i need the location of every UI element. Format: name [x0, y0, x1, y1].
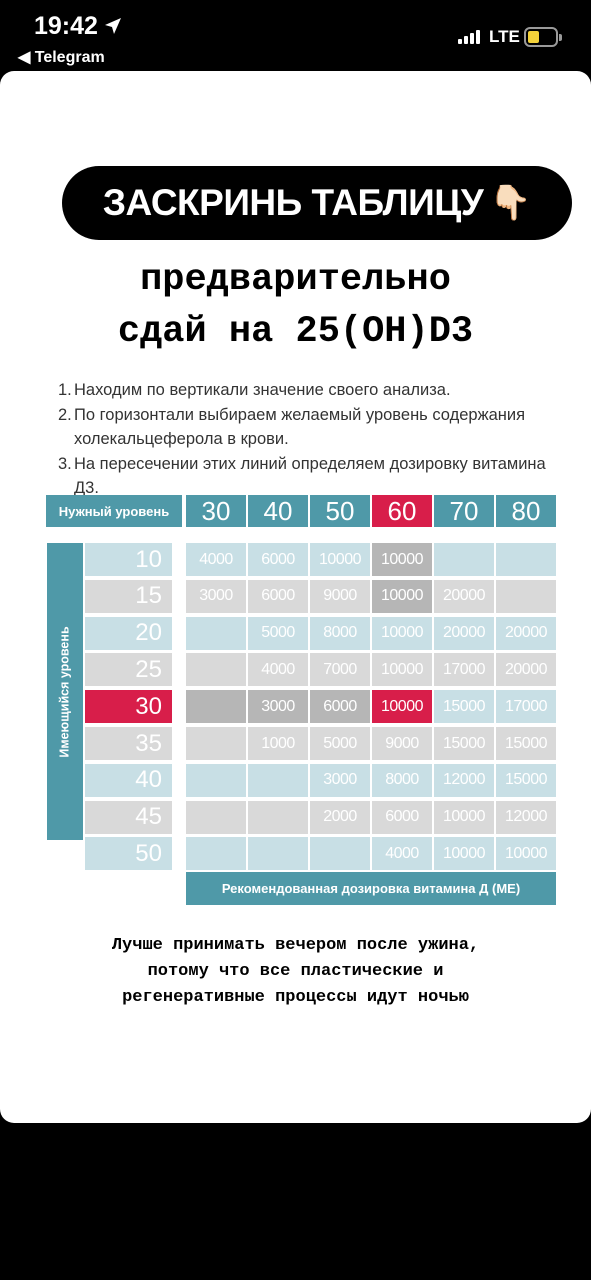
dosage-cell: 2000: [310, 800, 370, 834]
dosage-cell: 10000: [372, 690, 432, 724]
dosage-cell: 4000: [186, 543, 246, 576]
status-bar: 19:42 ◀ Telegram LTE: [0, 0, 591, 72]
pill-text: ЗАСКРИНЬ ТАБЛИЦУ: [102, 182, 484, 223]
network-type: LTE: [489, 27, 520, 46]
dosage-cell: [496, 543, 556, 576]
dosage-cell: 8000: [310, 616, 370, 650]
dosage-cell: [248, 837, 308, 871]
title-line-2: сдай на 25(OH)D3: [117, 311, 474, 353]
dosage-cell: 6000: [248, 543, 308, 576]
recommended-dosage-footer: Рекомендованная дозировка витамина Д (МЕ…: [186, 872, 556, 905]
dosage-cell: 10000: [434, 837, 494, 871]
dosage-cell: 10000: [310, 543, 370, 576]
row-label-50: 50: [85, 837, 172, 871]
dosage-cell: [186, 837, 246, 871]
pointing-down-hand-icon: 👇🏻: [489, 184, 532, 222]
dosage-cell: 10000: [372, 579, 432, 613]
column-header-70: 70: [434, 495, 494, 527]
column-header-80: 80: [496, 495, 556, 527]
desired-level-header: Нужный уровень: [46, 495, 182, 527]
cellular-signal-icon: [458, 30, 482, 44]
battery-icon: [524, 27, 562, 47]
dosage-cell: 15000: [496, 763, 556, 797]
dosage-cell: 15000: [434, 690, 494, 724]
column-header-50: 50: [310, 495, 370, 527]
dosage-cell: 1000: [248, 727, 308, 760]
dosage-cell: 20000: [434, 616, 494, 650]
dosage-cell: 6000: [248, 579, 308, 613]
dosage-cell: [434, 543, 494, 576]
dosage-cell: 4000: [372, 837, 432, 871]
instruction-item: 1. Находим по вертикали значение своего …: [58, 381, 451, 399]
dosage-cell: 10000: [372, 543, 432, 576]
dosage-cell: 15000: [434, 727, 494, 760]
dosage-cell: 12000: [496, 800, 556, 834]
advice-line: регенеративные процессы идут ночью: [122, 988, 469, 1007]
dosage-cell: [248, 763, 308, 797]
dosage-cell: 6000: [372, 800, 432, 834]
dosage-cell: [248, 800, 308, 834]
back-to-telegram-link[interactable]: ◀ Telegram: [18, 49, 105, 66]
instruction-item: 3. На пересечении этих линий определяем …: [58, 454, 546, 498]
row-label-20: 20: [85, 616, 172, 650]
dosage-cell: 6000: [310, 690, 370, 724]
title-line-1: предварительно: [140, 259, 451, 301]
dosage-cell: 9000: [310, 579, 370, 613]
column-header-60: 60: [372, 495, 432, 527]
dosage-cell: [186, 616, 246, 650]
dosage-cell: 12000: [434, 763, 494, 797]
dosage-cell: [310, 837, 370, 871]
row-label-25: 25: [85, 653, 172, 687]
dosage-cell: 3000: [186, 579, 246, 613]
column-header-40: 40: [248, 495, 308, 527]
status-time: 19:42: [34, 12, 98, 40]
dosage-cell: 4000: [248, 653, 308, 687]
dosage-cell: 20000: [434, 579, 494, 613]
dosage-cell: 17000: [434, 653, 494, 687]
dosage-cell: 8000: [372, 763, 432, 797]
advice-line: Лучше принимать вечером после ужина,: [111, 936, 480, 955]
dosage-cell: 10000: [372, 653, 432, 687]
location-arrow-icon: [105, 18, 121, 34]
column-header-30: 30: [186, 495, 246, 527]
dosage-cell: [186, 763, 246, 797]
dosage-cell: 20000: [496, 653, 556, 687]
dosage-cell: 10000: [496, 837, 556, 871]
row-label-15: 15: [85, 579, 172, 613]
dosage-cell: 5000: [248, 616, 308, 650]
row-label-10: 10: [85, 543, 172, 576]
dosage-cell: 9000: [372, 727, 432, 760]
instruction-item: 2. По горизонтали выбираем желаемый уров…: [58, 405, 526, 449]
row-label-35: 35: [85, 727, 172, 760]
screenshot-call-pill: ЗАСКРИНЬ ТАБЛИЦУ 👇🏻: [62, 166, 572, 240]
advice-line: потому что все пластические и: [147, 962, 444, 981]
dosage-cell: 10000: [372, 616, 432, 650]
advice-note: Лучше принимать вечером после ужина, пот…: [20, 933, 571, 1011]
dosage-cell: 10000: [434, 800, 494, 834]
current-level-label: Имеющийся уровень: [58, 625, 73, 758]
dosage-cell: [186, 727, 246, 760]
dosage-cell: [186, 653, 246, 687]
dosage-cell: [496, 579, 556, 613]
dosage-cell: 17000: [496, 690, 556, 724]
dosage-cell: 3000: [310, 763, 370, 797]
instructions-list: 1. Находим по вертикали значение своего …: [58, 378, 548, 501]
dosage-cell: 3000: [248, 690, 308, 724]
dosage-cell: 15000: [496, 727, 556, 760]
dosage-cell: 20000: [496, 616, 556, 650]
row-label-30: 30: [85, 690, 172, 724]
dosage-cell: 5000: [310, 727, 370, 760]
story-card: ЗАСКРИНЬ ТАБЛИЦУ 👇🏻 предварительно сдай …: [0, 71, 591, 1123]
current-level-side-bar: [47, 543, 83, 840]
dosage-cell: [186, 800, 246, 834]
row-label-45: 45: [85, 800, 172, 834]
dosage-cell: [186, 690, 246, 724]
row-label-40: 40: [85, 763, 172, 797]
dosage-cell: 7000: [310, 653, 370, 687]
